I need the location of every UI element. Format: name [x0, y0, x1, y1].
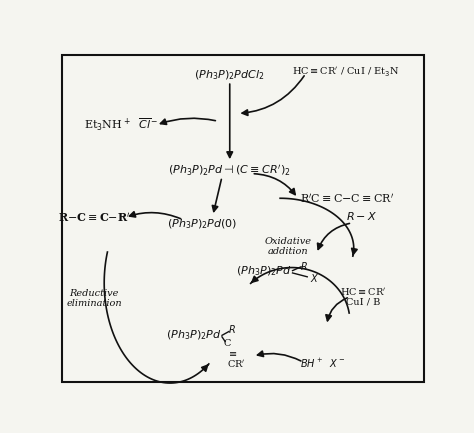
Text: CR$'$: CR$'$: [227, 359, 246, 370]
Text: C: C: [224, 339, 231, 348]
Text: $(Ph_3P)_2Pd\dashv(C\equiv CR')_2$: $(Ph_3P)_2Pd\dashv(C\equiv CR')_2$: [168, 164, 291, 178]
Text: R$-$C$\equiv$C$-$R$'$: R$-$C$\equiv$C$-$R$'$: [58, 211, 130, 224]
Text: Et$_3$NH$^+$  $\overline{Cl}$$^-$: Et$_3$NH$^+$ $\overline{Cl}$$^-$: [84, 117, 158, 133]
Text: $\equiv$: $\equiv$: [227, 349, 237, 358]
Text: $R-X$: $R-X$: [346, 210, 377, 222]
Text: HC$\equiv$CR$'$ / CuI / Et$_3$N: HC$\equiv$CR$'$ / CuI / Et$_3$N: [292, 66, 399, 79]
Text: $(Ph_3P)_2PdCl_2$: $(Ph_3P)_2PdCl_2$: [194, 69, 265, 83]
Text: HC$\equiv$CR$'$: HC$\equiv$CR$'$: [340, 286, 386, 298]
Text: $BH^+$  $X^-$: $BH^+$ $X^-$: [300, 357, 346, 370]
Text: $(Ph_3P)_2Pd$: $(Ph_3P)_2Pd$: [236, 265, 292, 278]
Text: $(Ph_3P)_2Pd$: $(Ph_3P)_2Pd$: [166, 329, 222, 342]
Text: $R$: $R$: [228, 323, 236, 335]
Text: Oxidative
addition: Oxidative addition: [264, 237, 311, 256]
Text: CuI / B: CuI / B: [346, 298, 380, 307]
Text: $R$: $R$: [300, 260, 307, 272]
Text: R$'$C$\equiv$C$-$C$\equiv$CR$'$: R$'$C$\equiv$C$-$C$\equiv$CR$'$: [300, 192, 393, 205]
Text: $X$: $X$: [310, 272, 319, 284]
Text: Reductive
elimination: Reductive elimination: [66, 289, 122, 308]
Text: $(Ph_3P)_2Pd(0)$: $(Ph_3P)_2Pd(0)$: [167, 217, 238, 231]
